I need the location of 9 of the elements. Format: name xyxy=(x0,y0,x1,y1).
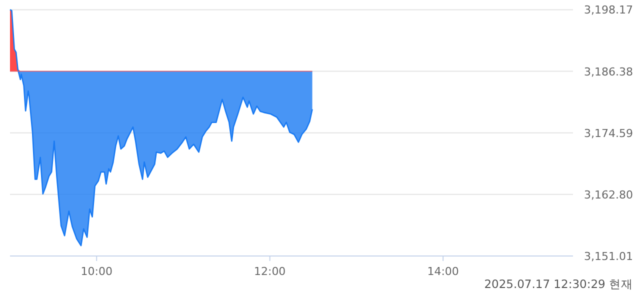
text: 2025.07.17 12:30:29 현재 xyxy=(484,277,633,291)
y-tick-label: 3,174.59 xyxy=(584,126,633,140)
x-tick-label: 12:00 xyxy=(254,265,286,278)
x-tick-label: 14:00 xyxy=(427,265,459,278)
y-tick-label: 3,198.17 xyxy=(584,4,633,17)
y-tick-label: 3,186.38 xyxy=(584,65,633,78)
x-tick-label: 10:00 xyxy=(80,265,112,278)
y-tick-label: 3,162.80 xyxy=(584,188,633,202)
y-tick-label: 3,151.01 xyxy=(584,250,633,263)
